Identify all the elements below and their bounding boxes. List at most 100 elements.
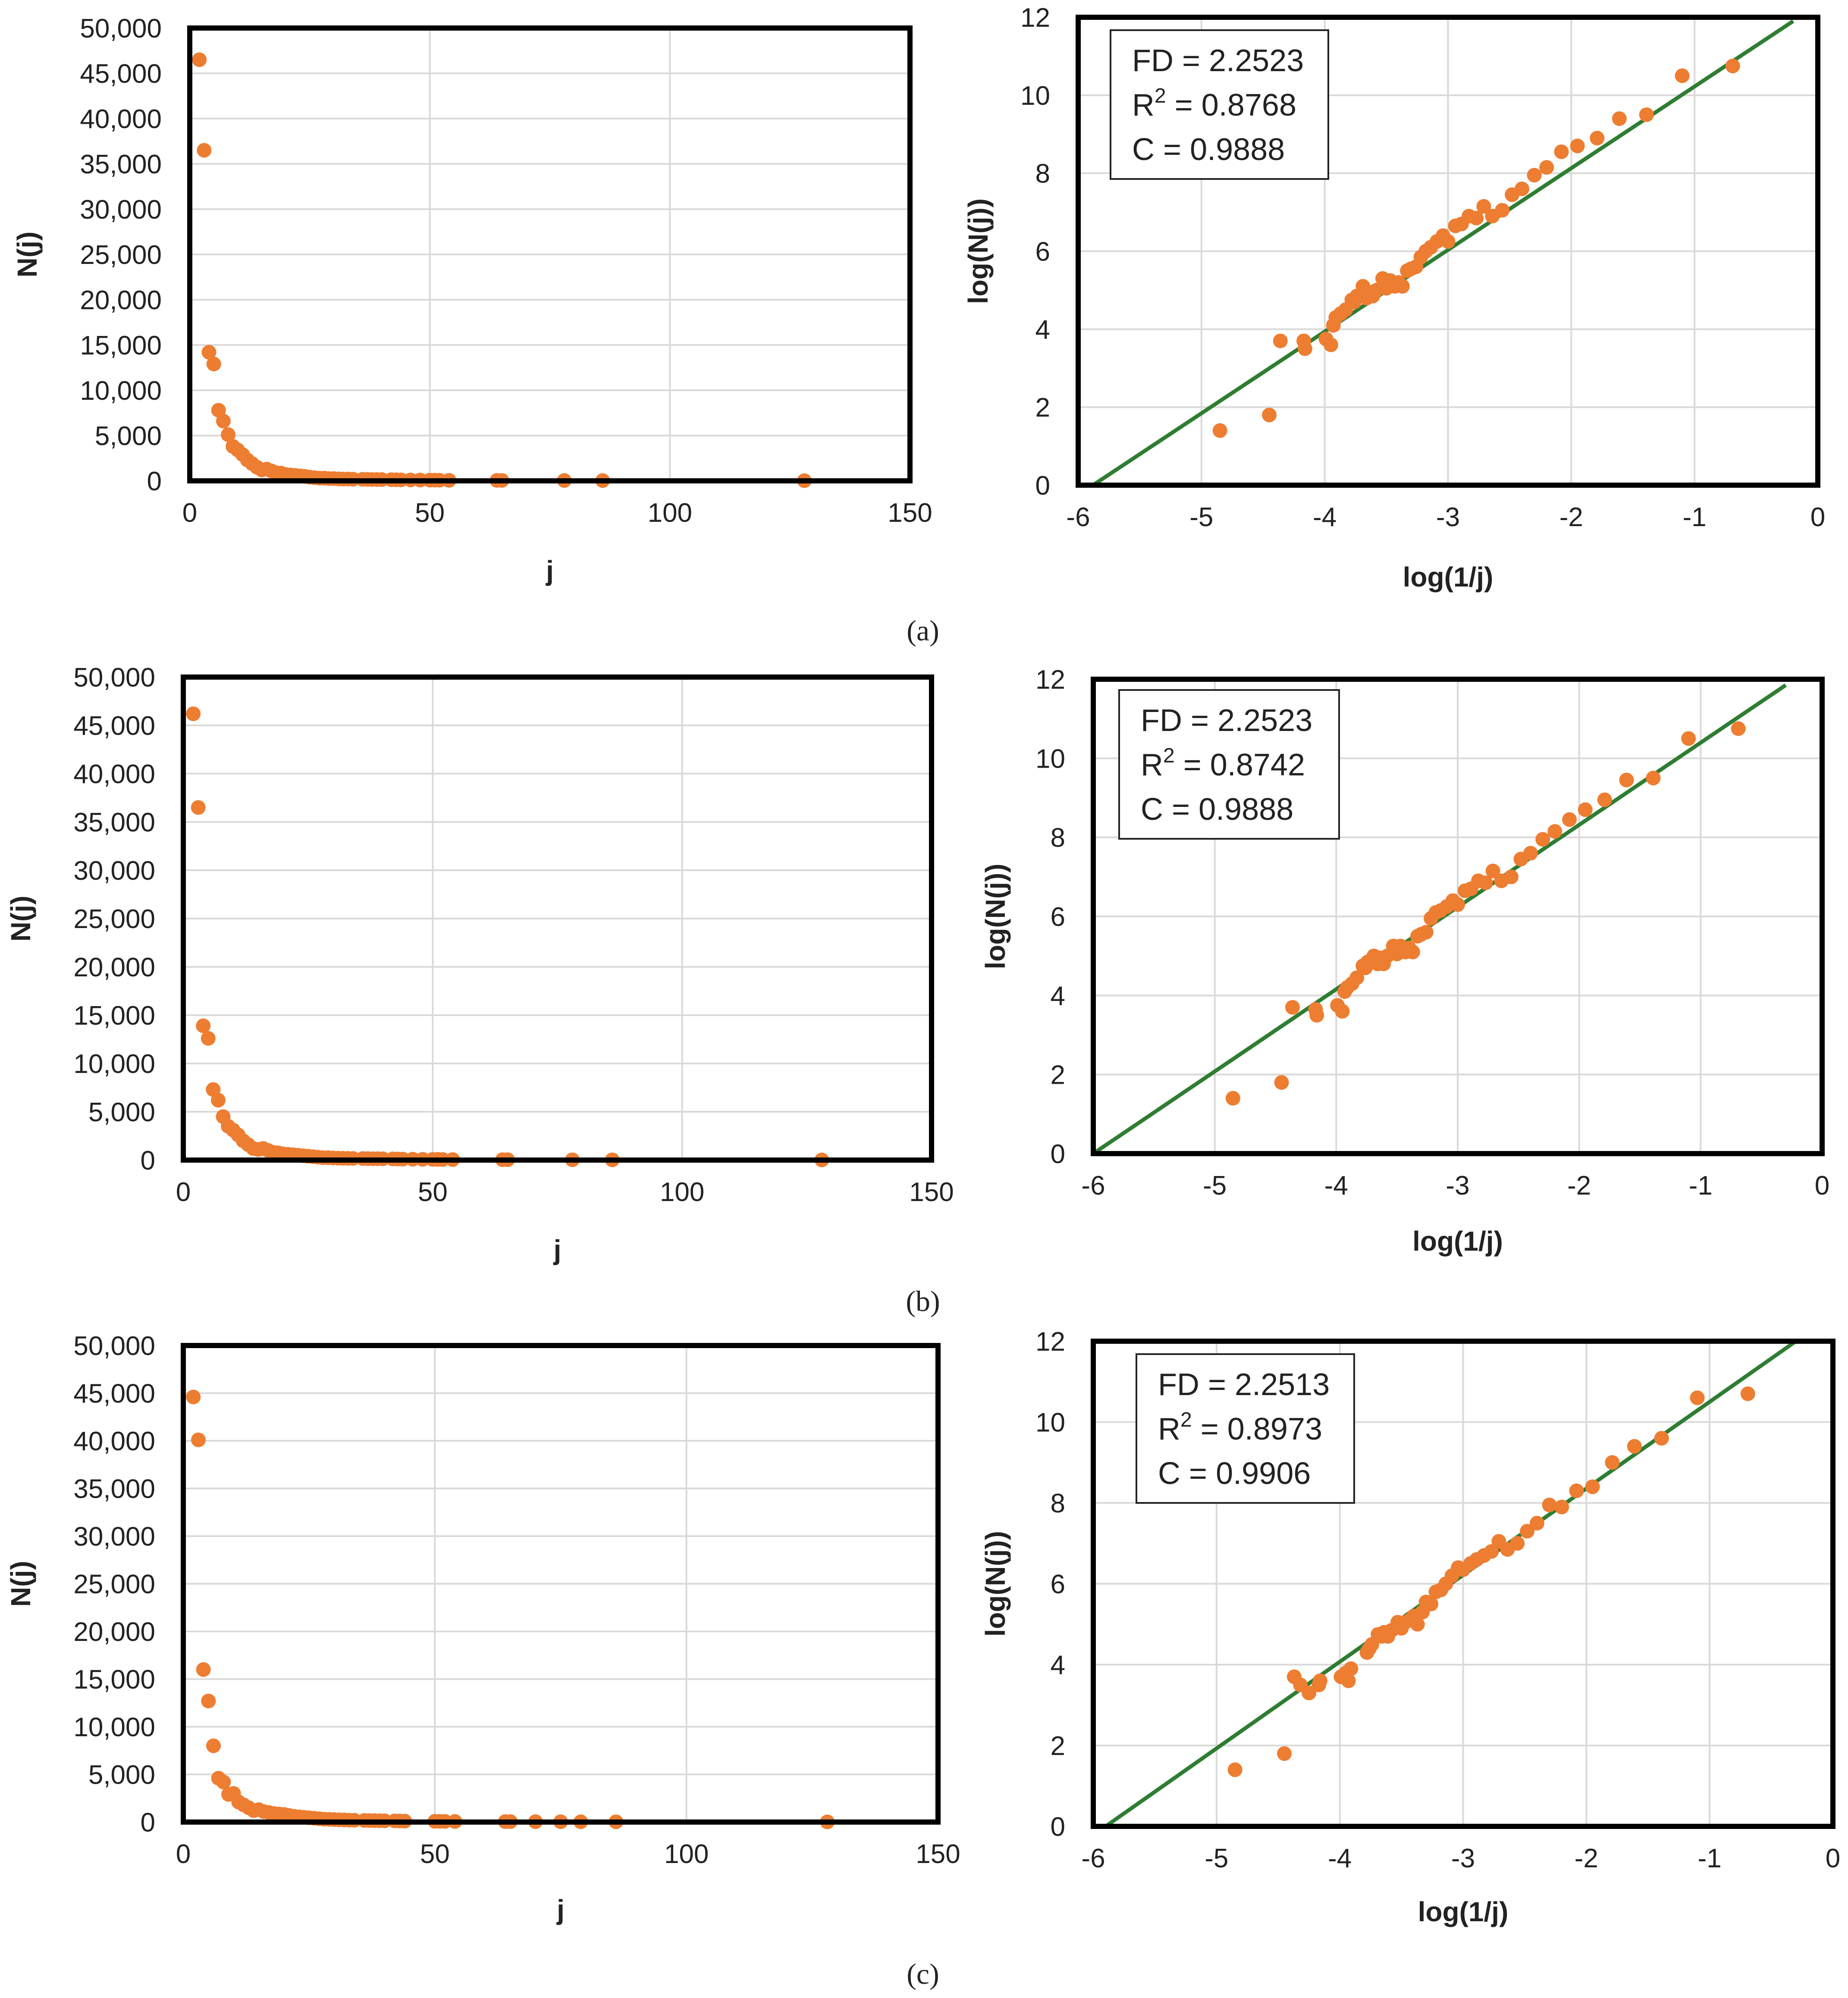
y-tick-label: 10 [1035,744,1065,774]
fd-stat: FD = 2.2523 [1141,703,1312,738]
y-tick-label: 50,000 [73,663,155,693]
panel-label-b: (b) [906,1285,940,1317]
r2-value: 0.8973 [1227,1412,1322,1446]
fit-line [1092,19,1795,485]
data-point [206,357,221,372]
x-tick-label: -6 [1081,1844,1105,1873]
data-point [1542,1497,1557,1512]
data-point [1675,68,1690,83]
data-point [1612,111,1627,126]
c-stat: C = 0.9888 [1141,792,1293,827]
chart-b-left: 0 50 100 150 0 5,000 10,000 15,000 20,000 25,000 3… [5,663,954,1265]
data-point [1337,984,1352,999]
x-tick-label: 0 [1826,1844,1840,1873]
data-point [1428,1584,1443,1600]
x-tick-label: 100 [660,1177,704,1207]
plot-frame [181,674,934,1163]
x-tick-label: -5 [1189,502,1213,532]
c-stat: C = 0.9906 [1158,1456,1311,1491]
data-point [1740,1386,1755,1401]
r2-stat: R2 = 0.8742 [1141,744,1305,782]
fd-value: 2.2523 [1209,44,1304,78]
y-tick-label: 8 [1051,823,1065,853]
c-label: C [1141,792,1163,827]
data-point [1527,168,1542,183]
data-point [1262,408,1277,423]
data-point [1225,1091,1240,1106]
x-tick-label: -3 [1436,502,1460,532]
y-tick-label: 30,000 [73,1522,155,1552]
data-point [1326,318,1341,333]
data-point [197,143,212,158]
r2-value: 0.8742 [1210,748,1305,782]
r2-label: R [1141,748,1163,782]
y-tick-label: 20,000 [73,1617,155,1647]
data-point [1627,1439,1642,1454]
c-value: 0.9888 [1190,132,1285,167]
x-tick-label: 50 [415,498,445,528]
c-label: C [1132,132,1155,167]
x-tick-label: 0 [182,498,197,528]
y-tick-label: 15,000 [80,331,162,361]
data-point [1296,333,1311,348]
y-tick-label: 0 [147,467,162,496]
y-tick-label: 4 [1051,981,1065,1011]
data-point [1539,160,1554,175]
y-tick-label: 2 [1051,1731,1065,1761]
y-tick-label: 0 [1051,1139,1065,1169]
data-point [1311,1677,1327,1692]
y-tick-label: 12 [1020,3,1050,33]
data-point [191,800,206,815]
eq-sign: = [1166,88,1202,122]
data-point [216,1775,231,1790]
data-point [1590,131,1605,146]
y-tick-label: 45,000 [80,59,162,89]
y-tick-label: 12 [1035,1327,1065,1357]
y-tick-label: 45,000 [73,711,155,741]
plot-frame [1091,677,1825,1156]
x-axis-label: log(1/j) [1412,1226,1503,1257]
data-point [1731,721,1746,736]
data-point [1457,883,1472,898]
data-point [1285,1000,1300,1015]
y-tick-label: 0 [141,1808,155,1838]
y-tick-label: 12 [1035,665,1065,695]
c-value: 0.9888 [1199,792,1293,827]
data-point [1333,1669,1349,1684]
eq-sign: = [1199,1368,1235,1402]
y-axis-label: N(j) [12,232,43,278]
r2-stat: R2 = 0.8973 [1158,1408,1322,1446]
r2-superscript: 2 [1163,744,1175,767]
y-tick-label: 20,000 [80,285,162,315]
x-tick-label: 150 [909,1177,954,1207]
r2-superscript: 2 [1180,1408,1192,1431]
x-tick-label: 100 [664,1839,709,1869]
y-tick-label: 10 [1035,1408,1065,1438]
data-point [1318,331,1333,346]
data-point [1359,1645,1374,1660]
data-point [1725,59,1740,74]
y-tick-label: 15,000 [73,1001,155,1031]
plot-frame [181,1343,941,1825]
x-tick-label: -3 [1451,1844,1475,1873]
x-tick-label: -2 [1567,1171,1591,1201]
data-point [210,1093,226,1108]
data-point [1400,263,1415,278]
data-point [1639,107,1654,122]
c-stat: C = 0.9888 [1132,132,1285,167]
fd-label: FD [1158,1368,1199,1402]
y-tick-label: 10,000 [73,1713,155,1742]
chart-a-right: -6 -5 -4 -3 -2 -1 0 0 2 4 6 8 10 12 log(1/j) log(N(j)) F… [963,3,1825,593]
data-point [1330,998,1345,1013]
chart-b-right: -6 -5 -4 -3 -2 -1 0 0 2 4 6 8 10 12 log(1/j) log(N(j)) F… [980,665,1829,1257]
eq-sign: = [1192,1412,1227,1446]
fd-stat: FD = 2.2523 [1132,44,1304,78]
fd-label: FD [1141,703,1182,738]
data-point [1485,209,1500,224]
data-point [1410,928,1425,944]
x-tick-label: -4 [1328,1844,1352,1873]
x-tick-label: 100 [648,498,692,528]
y-tick-label: 0 [1035,471,1050,501]
y-tick-label: 6 [1051,902,1065,932]
y-axis-label: log(N(j)) [980,863,1011,969]
